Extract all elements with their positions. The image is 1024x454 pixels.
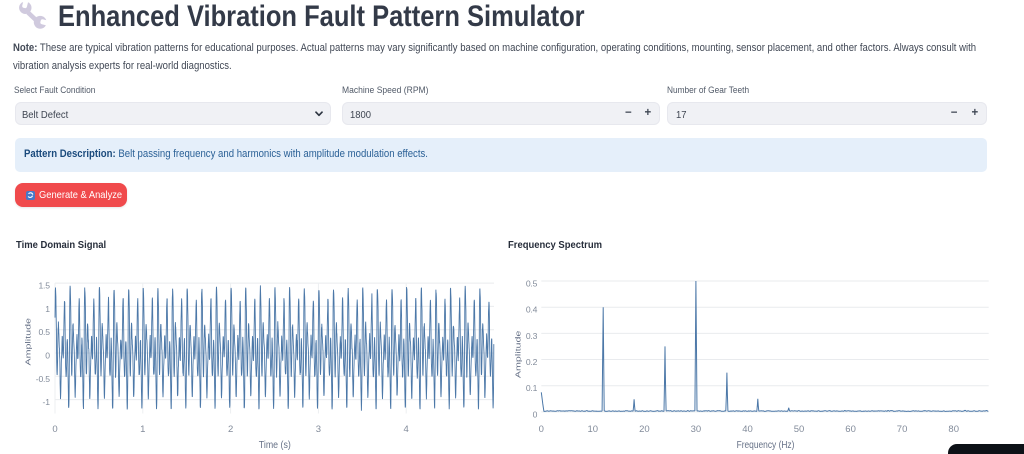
svg-text:Amplitude: Amplitude xyxy=(514,331,522,379)
svg-text:0.1: 0.1 xyxy=(526,383,538,393)
svg-text:1.5: 1.5 xyxy=(38,281,50,291)
svg-text:30: 30 xyxy=(691,424,702,435)
svg-text:-1: -1 xyxy=(43,397,51,407)
svg-text:10: 10 xyxy=(588,424,599,435)
svg-text:20: 20 xyxy=(639,424,650,435)
svg-text:0: 0 xyxy=(52,424,57,435)
svg-text:Amplitude: Amplitude xyxy=(24,318,32,366)
svg-text:Frequency (Hz): Frequency (Hz) xyxy=(737,439,795,451)
svg-text:0: 0 xyxy=(539,424,544,435)
svg-text:0.5: 0.5 xyxy=(526,279,538,289)
svg-text:70: 70 xyxy=(897,424,908,435)
svg-text:40: 40 xyxy=(742,424,753,435)
svg-text:0.4: 0.4 xyxy=(526,305,538,315)
svg-text:0.5: 0.5 xyxy=(38,327,50,337)
svg-text:0: 0 xyxy=(533,409,538,419)
svg-text:60: 60 xyxy=(845,424,856,435)
svg-text:0.2: 0.2 xyxy=(526,357,538,367)
svg-text:0.3: 0.3 xyxy=(526,331,538,341)
svg-text:0: 0 xyxy=(45,351,50,361)
svg-text:1: 1 xyxy=(45,304,50,314)
svg-text:1: 1 xyxy=(140,424,145,435)
svg-text:50: 50 xyxy=(794,424,805,435)
svg-text:80: 80 xyxy=(948,424,959,435)
svg-text:2: 2 xyxy=(228,424,233,435)
svg-text:4: 4 xyxy=(404,424,409,435)
svg-text:Time (s): Time (s) xyxy=(259,439,291,451)
svg-text:3: 3 xyxy=(316,424,321,435)
svg-text:-0.5: -0.5 xyxy=(36,374,50,384)
